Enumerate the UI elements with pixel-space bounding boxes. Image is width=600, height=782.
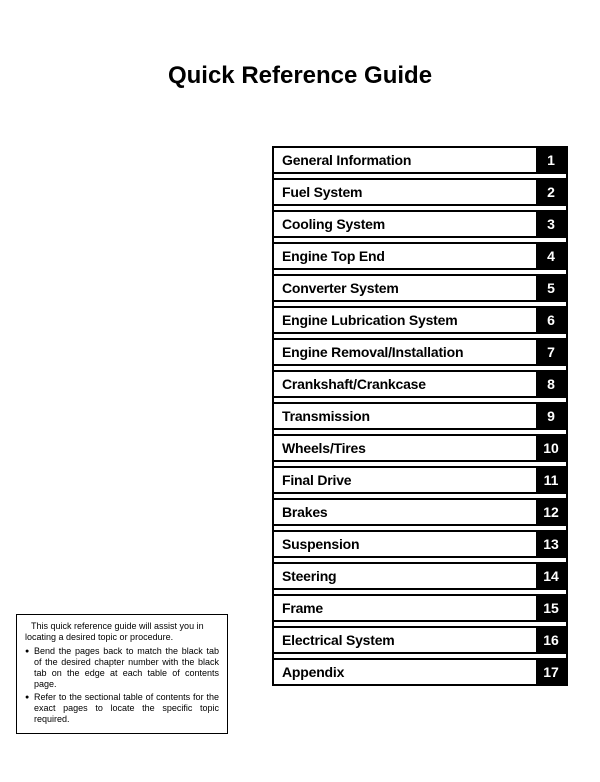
toc-row: Suspension13 bbox=[274, 532, 566, 558]
toc-chapter-number: 15 bbox=[536, 596, 566, 620]
toc-chapter-number: 8 bbox=[536, 372, 566, 396]
toc-label: Appendix bbox=[274, 660, 536, 684]
toc-row: Steering14 bbox=[274, 564, 566, 590]
toc-label: Crankshaft/Crankcase bbox=[274, 372, 536, 396]
toc-label: General Information bbox=[274, 148, 536, 172]
toc-chapter-number: 10 bbox=[536, 436, 566, 460]
toc-label: Cooling System bbox=[274, 212, 536, 236]
toc-label: Electrical System bbox=[274, 628, 536, 652]
toc-row: Cooling System3 bbox=[274, 212, 566, 238]
toc-label: Suspension bbox=[274, 532, 536, 556]
toc-label: Converter System bbox=[274, 276, 536, 300]
toc-chapter-number: 4 bbox=[536, 244, 566, 268]
toc-chapter-number: 12 bbox=[536, 500, 566, 524]
toc-row: Fuel System2 bbox=[274, 180, 566, 206]
note-bullet-list: Bend the pages back to match the black t… bbox=[25, 646, 219, 726]
toc-label: Engine Lubrication System bbox=[274, 308, 536, 332]
toc-chapter-number: 2 bbox=[536, 180, 566, 204]
toc-row: Appendix17 bbox=[274, 660, 566, 686]
toc-row: Wheels/Tires10 bbox=[274, 436, 566, 462]
toc-label: Fuel System bbox=[274, 180, 536, 204]
toc-row: Electrical System16 bbox=[274, 628, 566, 654]
toc-chapter-number: 16 bbox=[536, 628, 566, 652]
toc-row: Brakes12 bbox=[274, 500, 566, 526]
toc-label: Frame bbox=[274, 596, 536, 620]
toc-row: Engine Top End4 bbox=[274, 244, 566, 270]
note-bullet: Bend the pages back to match the black t… bbox=[25, 646, 219, 691]
toc-row: Crankshaft/Crankcase8 bbox=[274, 372, 566, 398]
toc-chapter-number: 9 bbox=[536, 404, 566, 428]
page-title: Quick Reference Guide bbox=[0, 62, 600, 90]
toc-label: Transmission bbox=[274, 404, 536, 428]
toc-row: Converter System5 bbox=[274, 276, 566, 302]
note-box: This quick reference guide will assist y… bbox=[16, 614, 228, 734]
toc-chapter-number: 1 bbox=[536, 148, 566, 172]
note-intro: This quick reference guide will assist y… bbox=[25, 621, 219, 644]
toc-chapter-number: 11 bbox=[536, 468, 566, 492]
toc-row: Engine Lubrication System6 bbox=[274, 308, 566, 334]
toc-label: Engine Removal/Installation bbox=[274, 340, 536, 364]
note-bullet: Refer to the sectional table of contents… bbox=[25, 692, 219, 726]
toc-chapter-number: 13 bbox=[536, 532, 566, 556]
toc-row: Engine Removal/Installation7 bbox=[274, 340, 566, 366]
toc-row: General Information1 bbox=[274, 148, 566, 174]
toc-chapter-number: 3 bbox=[536, 212, 566, 236]
toc-row: Final Drive11 bbox=[274, 468, 566, 494]
toc-table: General Information1Fuel System2Cooling … bbox=[272, 146, 568, 686]
toc-row: Transmission9 bbox=[274, 404, 566, 430]
toc-label: Final Drive bbox=[274, 468, 536, 492]
toc-label: Steering bbox=[274, 564, 536, 588]
toc-label: Brakes bbox=[274, 500, 536, 524]
toc-chapter-number: 5 bbox=[536, 276, 566, 300]
toc-row: Frame15 bbox=[274, 596, 566, 622]
toc-chapter-number: 6 bbox=[536, 308, 566, 332]
toc-chapter-number: 7 bbox=[536, 340, 566, 364]
toc-chapter-number: 14 bbox=[536, 564, 566, 588]
toc-label: Engine Top End bbox=[274, 244, 536, 268]
toc-chapter-number: 17 bbox=[536, 660, 566, 684]
toc-label: Wheels/Tires bbox=[274, 436, 536, 460]
